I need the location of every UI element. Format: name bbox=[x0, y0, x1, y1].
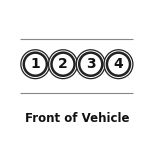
Circle shape bbox=[24, 53, 47, 76]
Circle shape bbox=[79, 53, 102, 76]
Circle shape bbox=[107, 53, 130, 76]
Text: 4: 4 bbox=[114, 57, 123, 71]
Circle shape bbox=[21, 50, 50, 79]
Text: 3: 3 bbox=[86, 57, 96, 71]
Circle shape bbox=[49, 50, 77, 79]
Text: 1: 1 bbox=[30, 57, 40, 71]
Circle shape bbox=[76, 50, 105, 79]
Circle shape bbox=[51, 53, 75, 76]
Circle shape bbox=[104, 50, 133, 79]
Text: 2: 2 bbox=[58, 57, 68, 71]
Text: Front of Vehicle: Front of Vehicle bbox=[25, 112, 129, 125]
